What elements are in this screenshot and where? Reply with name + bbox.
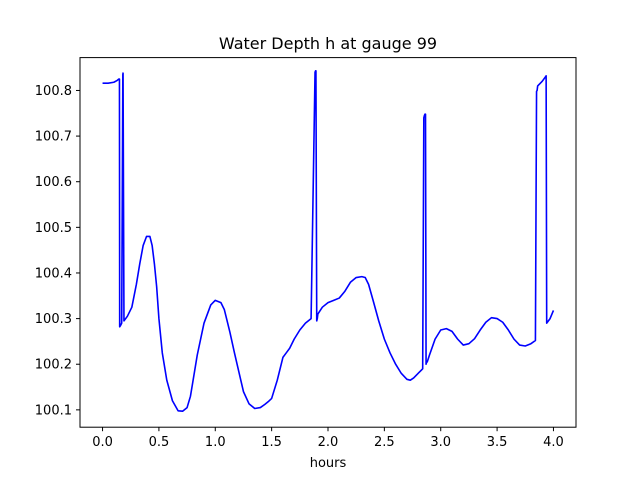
- x-axis-label: hours: [310, 456, 347, 471]
- y-tick-label: 100.2: [35, 358, 72, 373]
- x-tick-label: 1.0: [205, 435, 226, 450]
- chart-title: Water Depth h at gauge 99: [219, 34, 437, 53]
- y-axis-ticks: 100.1 100.2 100.3 100.4 100.5 100.6 100.7 100.8: [35, 84, 80, 418]
- x-axis-ticks: 0.0 0.5 1.0 1.5 2.0 2.5 3.0 3.5 4.0: [92, 427, 564, 450]
- series-line-0: [102, 70, 555, 413]
- y-tick-label: 100.3: [35, 312, 72, 327]
- series-layer: [102, 70, 555, 413]
- y-tick-label: 100.8: [35, 84, 72, 99]
- y-tick-label: 100.1: [35, 403, 72, 418]
- x-tick-label: 1.5: [261, 435, 282, 450]
- x-tick-label: 2.0: [318, 435, 339, 450]
- x-tick-label: 3.5: [487, 435, 508, 450]
- x-tick-label: 0.5: [149, 435, 170, 450]
- y-tick-label: 100.6: [35, 175, 72, 190]
- y-tick-label: 100.7: [35, 130, 72, 145]
- y-tick-label: 100.4: [35, 266, 72, 281]
- x-tick-label: 0.0: [92, 435, 113, 450]
- y-tick-label: 100.5: [35, 221, 72, 236]
- x-tick-label: 3.0: [430, 435, 451, 450]
- x-tick-label: 2.5: [374, 435, 395, 450]
- x-tick-label: 4.0: [543, 435, 564, 450]
